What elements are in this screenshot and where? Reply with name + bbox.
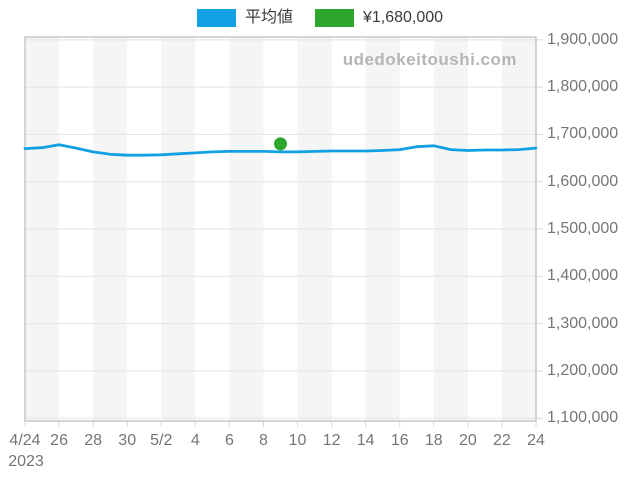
x-axis-label: 14 <box>356 432 375 449</box>
legend-item-average: 平均値 <box>196 9 293 27</box>
y-axis-label: 1,100,000 <box>547 409 619 427</box>
x-axis-label: 6 <box>224 432 234 449</box>
x-axis-year-label: 2023 <box>8 453 44 470</box>
x-axis-label: 10 <box>288 432 307 449</box>
x-axis-label: 20 <box>458 432 477 449</box>
plot-border <box>24 36 537 422</box>
y-axis-label: 1,400,000 <box>547 267 619 285</box>
x-axis-label: 4 <box>190 432 200 449</box>
y-axis-label: 1,600,000 <box>547 172 619 190</box>
x-axis-label: 24 <box>527 432 545 449</box>
x-axis-label: 8 <box>259 432 268 449</box>
x-axis-label: 22 <box>493 432 511 449</box>
y-axis-label: 1,900,000 <box>547 30 619 48</box>
legend-item-price: ¥1,680,000 <box>314 9 444 27</box>
legend: 平均値 ¥1,680,000 <box>0 7 640 29</box>
y-axis-label: 1,700,000 <box>547 125 619 143</box>
legend-swatch-average <box>196 9 236 27</box>
watermark: udedokeitoushi.com <box>342 50 517 69</box>
average-price-line <box>23 143 538 157</box>
x-axis-label: 30 <box>118 432 137 449</box>
x-axis-label: 16 <box>390 432 409 449</box>
x-axis-label: 28 <box>84 432 103 449</box>
x-axis-label: 4/24 <box>9 432 41 449</box>
x-axis-label: 5/2 <box>150 432 173 449</box>
price-point-marker <box>274 137 287 151</box>
y-axis-label: 1,300,000 <box>547 314 619 332</box>
x-axis-label: 18 <box>424 432 443 449</box>
legend-label-average: 平均値 <box>244 9 293 26</box>
y-axis-label: 1,500,000 <box>547 220 619 237</box>
x-axis-label: 12 <box>322 432 341 449</box>
x-axis-label: 26 <box>50 432 68 449</box>
legend-label-price: ¥1,680,000 <box>362 9 444 26</box>
legend-swatch-price <box>314 9 354 27</box>
y-axis-label: 1,200,000 <box>547 361 619 379</box>
y-axis-label: 1,800,000 <box>547 78 619 96</box>
